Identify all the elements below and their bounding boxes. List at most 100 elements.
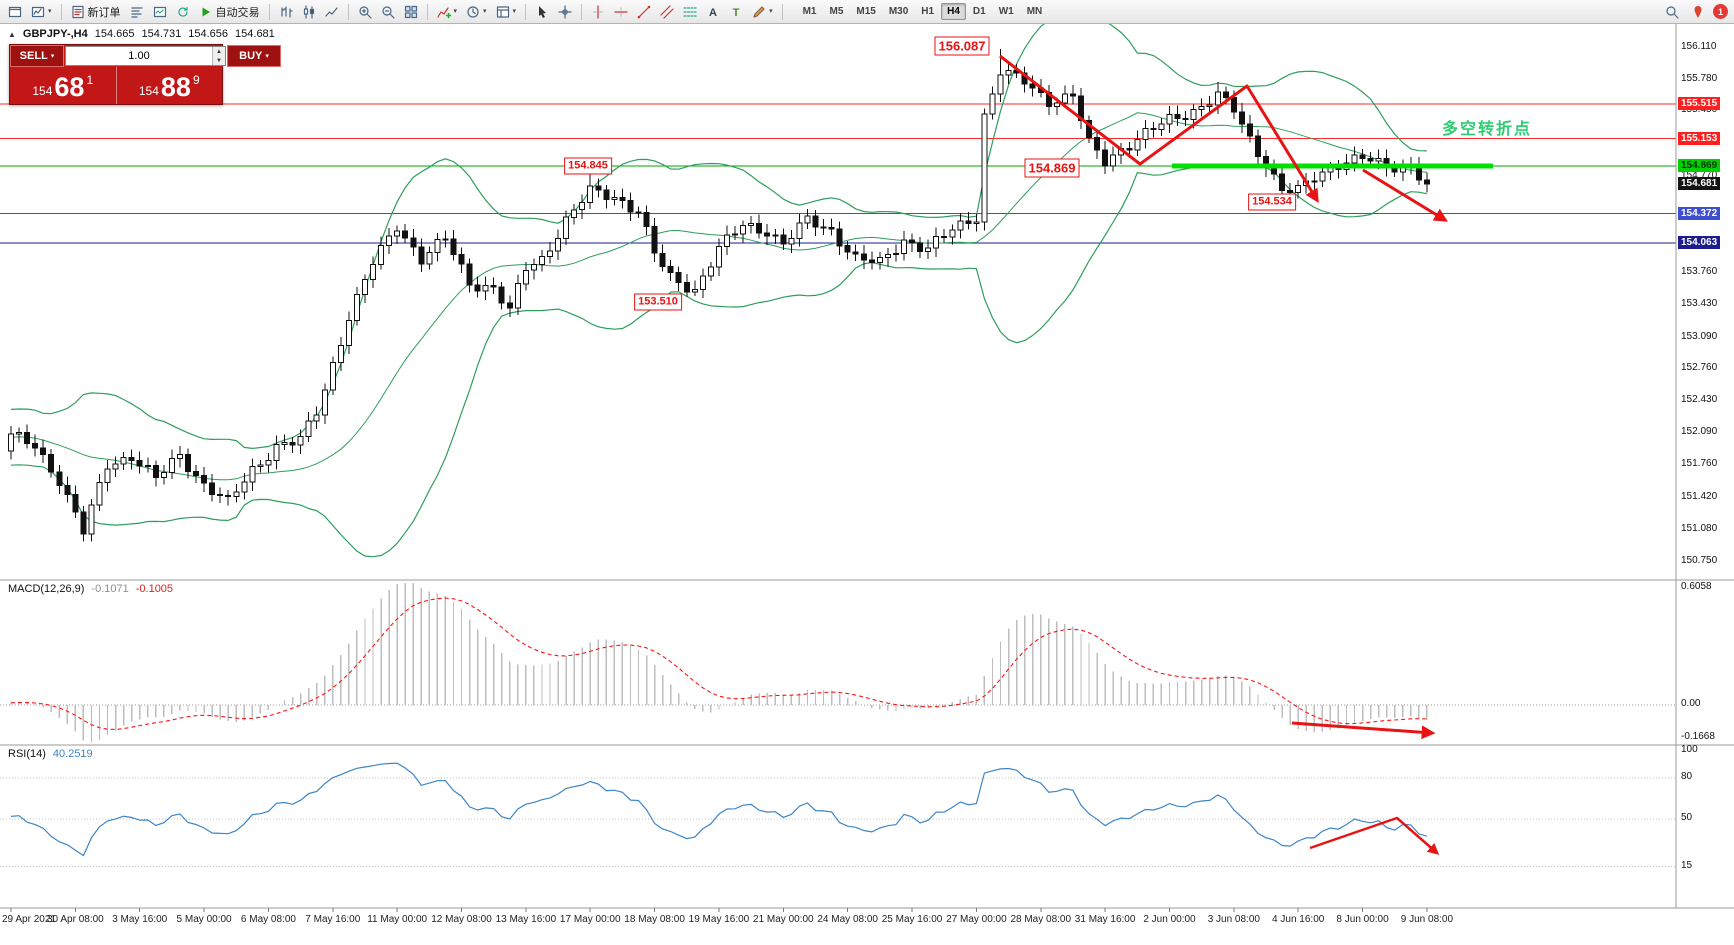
toolbar-separator: [347, 3, 349, 20]
timeframe-toolbar: M1 M5 M15 M30 H1 H4 D1 W1 MN: [797, 3, 1049, 20]
text-button[interactable]: A: [702, 2, 724, 22]
macd-scale-label: 0.00: [1681, 698, 1701, 709]
sell-button-label: SELL: [19, 50, 48, 62]
timeframe-button-w1[interactable]: W1: [993, 3, 1020, 20]
zoom-out-button[interactable]: [377, 2, 399, 22]
toolbar-right: 1: [1661, 2, 1730, 22]
one-click-collapse-icon[interactable]: ▲: [8, 29, 16, 39]
timeframe-button-h1[interactable]: H1: [915, 3, 940, 20]
line-chart-button[interactable]: [321, 2, 343, 22]
indicators-button[interactable]: ▾: [433, 2, 462, 22]
price-tick-label: 152.760: [1681, 362, 1718, 374]
bar-chart-button[interactable]: [275, 2, 297, 22]
periods-button[interactable]: ▾: [462, 2, 491, 22]
ohlc-high: 154.731: [141, 28, 182, 40]
rsi-scale-label: 15: [1681, 859, 1693, 871]
tile-windows-button[interactable]: [400, 2, 422, 22]
zoom-in-button[interactable]: [354, 2, 376, 22]
profiles-button[interactable]: ▾: [27, 2, 56, 22]
buy-options-caret-icon[interactable]: ▾: [265, 53, 269, 60]
price-tick-label: 154.770: [1681, 169, 1718, 181]
price-annotation-box[interactable]: 154.869: [1024, 158, 1080, 178]
fibonacci-button[interactable]: [679, 2, 701, 22]
price-tick-label: 152.430: [1681, 393, 1718, 405]
date-label: 25 May 16:00: [881, 914, 943, 925]
timeframe-button-m30[interactable]: M30: [883, 3, 914, 20]
date-label: 7 May 16:00: [305, 914, 361, 925]
date-label: 31 May 16:00: [1074, 914, 1136, 925]
date-label: 11 May 00:00: [367, 914, 428, 925]
volume-down-button[interactable]: ▼: [213, 56, 225, 65]
date-label: 8 Jun 00:00: [1336, 914, 1389, 925]
market-depth-button[interactable]: [126, 2, 148, 22]
price-annotation-box[interactable]: 154.534: [1248, 193, 1296, 211]
pivot-note-text[interactable]: 多空转折点: [1441, 121, 1533, 138]
svg-text:A: A: [709, 7, 717, 19]
ohlc-low: 154.656: [188, 28, 229, 40]
price-tick-label: 151.420: [1681, 490, 1718, 502]
horizontal-line-button[interactable]: [610, 2, 632, 22]
ask-price-button[interactable]: 154 88 9: [117, 67, 223, 104]
terminal-button[interactable]: [149, 2, 171, 22]
vertical-line-button[interactable]: [587, 2, 609, 22]
timeframe-button-m1[interactable]: M1: [797, 3, 823, 20]
price-marker-label: 154.869: [1678, 159, 1721, 172]
symbol-title: GBPJPY-,H4: [22, 28, 88, 40]
timeframe-button-mn[interactable]: MN: [1021, 3, 1049, 20]
symbol-header: ▲ GBPJPY-,H4 154.665 154.731 154.656 154…: [8, 28, 275, 40]
date-label: 5 May 00:00: [176, 914, 232, 925]
ask-sup-digit: 9: [192, 73, 200, 87]
buy-button[interactable]: BUY ▾: [227, 45, 281, 67]
new-order-button[interactable]: 新订单: [67, 2, 125, 22]
macd-scale-label: -0.1668: [1681, 730, 1715, 742]
templates-button[interactable]: ▾: [492, 2, 521, 22]
sell-button[interactable]: SELL ▾: [10, 45, 64, 67]
channel-button[interactable]: [656, 2, 678, 22]
cursor-button[interactable]: [531, 2, 553, 22]
timeframe-button-m5[interactable]: M5: [823, 3, 849, 20]
toolbar-separator: [781, 3, 783, 20]
search-button[interactable]: [1661, 2, 1683, 22]
bid-big-digits: 68: [54, 72, 85, 102]
toolbar-separator: [60, 3, 62, 20]
toolbar: ▾ 新订单 自动交易 ▾ ▾ ▾ A T ▾ M1 M5 M15 M30 H1 H4 D1 W1 MN 1: [0, 0, 1734, 24]
label-button[interactable]: T: [725, 2, 747, 22]
ask-prefix: 154: [138, 83, 159, 98]
date-label: 24 May 08:00: [817, 914, 878, 925]
date-label: 12 May 08:00: [431, 914, 492, 925]
crosshair-button[interactable]: [554, 2, 576, 22]
date-label: 30 Apr 08:00: [47, 914, 104, 925]
price-tick-label: 153.430: [1681, 297, 1718, 309]
notification-badge[interactable]: 1: [1713, 4, 1728, 19]
bid-price-button[interactable]: 154 68 1: [10, 67, 116, 104]
timeframe-button-h4[interactable]: H4: [941, 3, 966, 20]
drawing-tools-button[interactable]: ▾: [748, 2, 777, 22]
pin-button[interactable]: [1687, 2, 1709, 22]
candlestick-chart-button[interactable]: [298, 2, 320, 22]
price-marker-label: 155.153: [1678, 131, 1721, 145]
timeframe-button-m15[interactable]: M15: [850, 3, 881, 20]
rsi-scale-label: 50: [1681, 812, 1693, 823]
price-marker-label: 154.372: [1678, 206, 1721, 220]
autotrade-button[interactable]: 自动交易: [195, 2, 264, 22]
price-tick-label: 153.760: [1681, 266, 1718, 278]
price-annotation-box[interactable]: 154.845: [564, 157, 612, 175]
chart-window-icon[interactable]: [4, 2, 26, 22]
timeframe-button-d1[interactable]: D1: [967, 3, 992, 20]
date-label: 27 May 00:00: [946, 914, 1007, 925]
volume-input[interactable]: [66, 47, 212, 65]
toolbar-buttons: ▾ 新订单 自动交易 ▾ ▾ ▾ A T ▾: [4, 2, 787, 22]
date-label: 19 May 16:00: [688, 914, 750, 925]
price-annotation-box[interactable]: 156.087: [934, 36, 990, 56]
price-annotation-box[interactable]: 153.510: [634, 293, 682, 311]
sell-options-caret-icon[interactable]: ▾: [50, 53, 55, 60]
price-tick-label: 153.090: [1681, 330, 1718, 342]
bid-sup-digit: 1: [86, 73, 94, 87]
date-label: 21 May 00:00: [753, 914, 814, 925]
refresh-button[interactable]: [172, 2, 194, 22]
date-label: 4 Jun 16:00: [1272, 914, 1325, 925]
trendline-button[interactable]: [633, 2, 655, 22]
date-label: 2 Jun 00:00: [1143, 914, 1196, 925]
volume-up-button[interactable]: ▲: [213, 47, 225, 56]
